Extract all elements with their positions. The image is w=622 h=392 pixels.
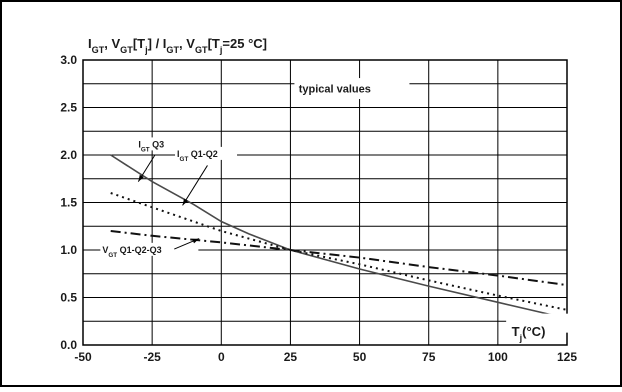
y-tick-label: 3.0 [60, 53, 77, 67]
y-tick-label: 0.5 [60, 291, 77, 305]
annotation-bg [294, 78, 410, 100]
label-vgt-q1-q2-q3: VGT Q1-Q2-Q3 [102, 245, 161, 259]
x-tick-label: 75 [422, 350, 436, 364]
y-tick-label: 1.5 [60, 196, 77, 210]
label-igt-q1-q2-leader [182, 165, 208, 206]
x-tick-label: 25 [284, 350, 298, 364]
series-line-vgt-q1-q2-q3 [110, 230, 568, 287]
annotation-typical-values: typical values [299, 83, 371, 95]
label-igt-q3-bg [136, 137, 179, 151]
x-axis-label: Tj(°C) [512, 324, 546, 343]
label-vgt-q1-q2-q3-arrowhead [192, 238, 200, 244]
x-tick-label: 100 [488, 350, 508, 364]
label-vgt-q1-q2-q3-bg [100, 242, 199, 256]
axes: 0.0 0.5 1.0 1.5 2.0 2.5 3.0 -50 -25 0 25 50 75 100 125… [60, 36, 577, 364]
x-tick-label: -25 [143, 350, 161, 364]
y-tick-label: 1.0 [60, 243, 77, 257]
plot-border [82, 59, 568, 346]
label-igt-q1-q2-arrowhead [182, 198, 189, 206]
label-igt-q1-q2-bg [175, 146, 238, 160]
series-layer [110, 154, 568, 320]
label-igt-q3: IGT Q3 [138, 139, 164, 153]
x-tick-label: 0 [218, 350, 225, 364]
x-tick-label: -50 [74, 350, 92, 364]
label-igt-q1-q2: IGT Q1-Q2 [177, 149, 218, 163]
series-line-igt-q3 [110, 154, 568, 320]
y-tick-label: 2.5 [60, 101, 77, 115]
y-tick-label: 2.0 [60, 148, 77, 162]
label-igt-q3-arrowhead [138, 174, 144, 182]
chart-title: IGT, VGT[Tj] / IGT, VGT[Tj=25 °C] [88, 36, 267, 55]
y-tick-label: 0.0 [60, 338, 77, 352]
x-tick-label: 125 [557, 350, 577, 364]
x-tick-label: 50 [353, 350, 367, 364]
grid [82, 59, 568, 346]
annotations: typical values IGT Q3 IGT Q1-Q2 VGT Q1-Q2-Q… [100, 78, 410, 259]
x-axis-label-bg [506, 313, 569, 333]
